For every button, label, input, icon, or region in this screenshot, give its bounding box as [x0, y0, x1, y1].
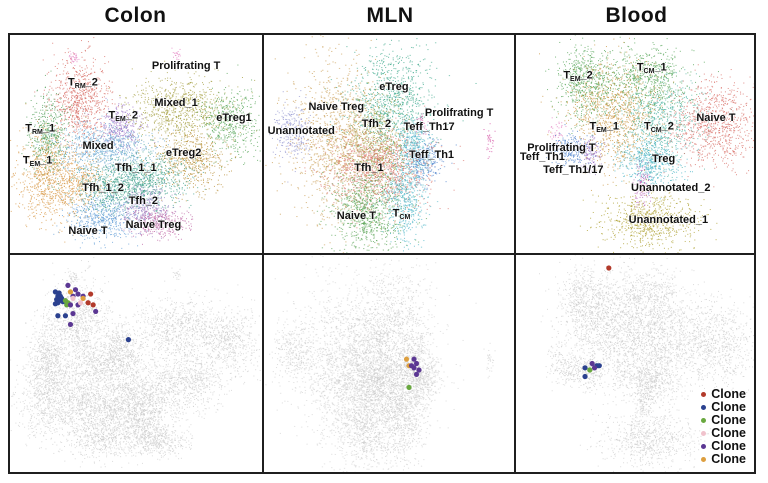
umap-canvas-blood-annotated	[516, 35, 754, 253]
legend-label: Clone	[711, 439, 746, 453]
legend-label: Clone	[711, 387, 746, 401]
umap-canvas-colon-annotated	[10, 35, 262, 253]
legend-item: Clone	[701, 401, 746, 414]
umap-canvas-mln-clones	[263, 254, 515, 472]
legend-dot-icon	[701, 457, 707, 462]
legend-dot-icon	[701, 392, 707, 397]
umap-canvas-colon-clones	[10, 254, 262, 472]
legend-item: Clone	[701, 388, 746, 401]
umap-canvas-mln-annotated	[263, 35, 515, 253]
panel-grid: Prolifrating T TRM_2 TRM_1 TEM_2 Mixed_1 eTre…	[8, 33, 756, 474]
column-title-blood: Blood	[605, 4, 668, 27]
panel-blood-clones: Clone Clone Clone Clone Clone Clone	[516, 254, 754, 472]
umap-canvas-blood-clones	[516, 254, 754, 472]
legend-item: Clone	[701, 440, 746, 453]
column-titles: Colon MLN Blood	[8, 0, 756, 33]
legend-dot-icon	[701, 405, 707, 410]
legend-item: Clone	[701, 453, 746, 466]
panel-colon-clones	[10, 254, 264, 472]
panel-mln-clones	[263, 254, 517, 472]
column-title-colon: Colon	[104, 4, 167, 27]
legend-label: Clone	[711, 400, 746, 414]
panel-blood-annotated: TEM_2 TCM_1 TEM_1 TCM_2 Naive T Prolifrating …	[516, 35, 754, 255]
legend-item: Clone	[701, 414, 746, 427]
legend-dot-icon	[701, 418, 707, 423]
legend-label: Clone	[711, 413, 746, 427]
panel-mln-annotated: eTreg Naive Treg Unannotated Tfh_2 Teff_Th17…	[263, 35, 517, 255]
legend-label: Clone	[711, 452, 746, 466]
panel-colon-annotated: Prolifrating T TRM_2 TRM_1 TEM_2 Mixed_1 eTre…	[10, 35, 264, 255]
clone-legend: Clone Clone Clone Clone Clone Clone	[701, 388, 746, 466]
legend-dot-icon	[701, 444, 707, 449]
legend-item: Clone	[701, 427, 746, 440]
legend-dot-icon	[701, 431, 707, 436]
legend-label: Clone	[711, 426, 746, 440]
column-title-mln: MLN	[366, 4, 414, 27]
